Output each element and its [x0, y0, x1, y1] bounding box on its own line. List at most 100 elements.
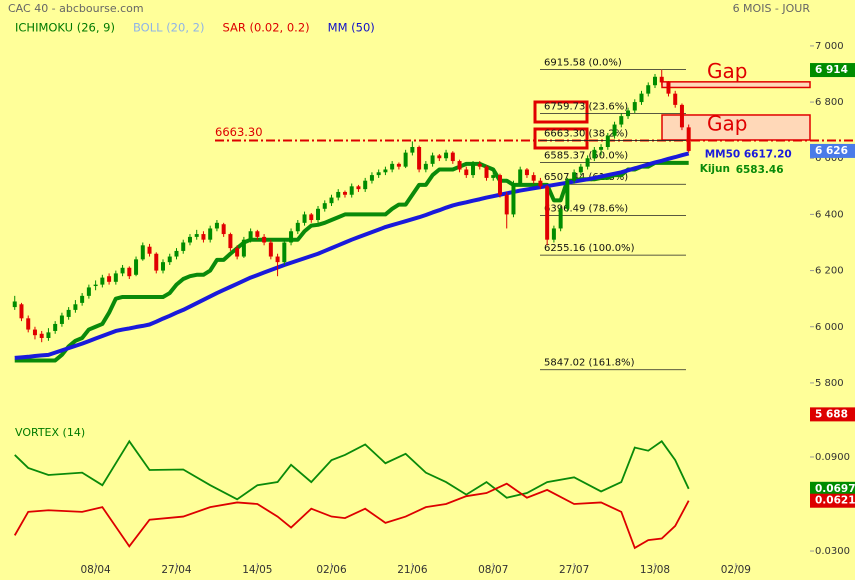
fib-label: 6663.30 (38.2%) [544, 128, 628, 139]
candle-body [342, 191, 347, 195]
candle-body [201, 234, 206, 240]
x-tick-label: 08/04 [80, 564, 111, 576]
candle-body [673, 93, 678, 105]
candle-body [46, 332, 51, 338]
fib-label: 6759.73 (23.6%) [544, 101, 628, 112]
candle-body [565, 180, 570, 209]
candle-body [585, 158, 590, 167]
price-tag-label: 6 626 [815, 145, 848, 157]
candle-body [666, 82, 671, 94]
panel-title: VORTEX (14) [15, 426, 85, 439]
candle-body [652, 76, 657, 86]
candle-body [403, 152, 408, 167]
candle-body [241, 239, 246, 257]
candle-body [322, 203, 327, 209]
y-tick-label: 7 000 [815, 41, 844, 52]
candle-body [551, 228, 556, 240]
price-tag [810, 407, 855, 422]
candle-body [147, 246, 152, 254]
y-tick-label: 6 000 [815, 322, 844, 333]
candle-body [113, 273, 118, 282]
candle-body [369, 175, 374, 181]
candle-body [504, 194, 509, 215]
candle-body [558, 208, 563, 229]
price-tag-label: 0.0621 [815, 495, 855, 507]
x-tick-label: 21/06 [397, 564, 428, 576]
legend-entry: BOLL (20, 2) [133, 21, 204, 35]
candle-body [471, 163, 476, 176]
candle-body [450, 152, 455, 162]
candle-body [572, 172, 577, 181]
candle-body [538, 180, 543, 187]
candle-body [477, 163, 482, 167]
candle-body [376, 172, 381, 176]
legend-entry: ICHIMOKU (26, 9) [15, 21, 115, 35]
fib-label: 6255.16 (100.0%) [544, 243, 635, 254]
price-tag [810, 481, 855, 496]
candle-body [646, 85, 651, 94]
x-tick-label: 14/05 [242, 564, 272, 576]
candle-body [53, 323, 58, 331]
series-name: Kijun [700, 163, 730, 175]
fib-label: 6915.58 (0.0%) [544, 58, 622, 69]
candle-body [161, 262, 166, 271]
candle-body [309, 214, 314, 221]
candle-body [632, 102, 637, 111]
vortex-line [13, 482, 690, 550]
candle-body [107, 276, 112, 282]
candle-body [289, 231, 294, 243]
candle-body [686, 127, 691, 151]
gap-zone [661, 114, 811, 141]
candle-body [194, 234, 199, 237]
candle-body [235, 248, 240, 257]
candle-body [26, 318, 31, 330]
candle-body [174, 250, 179, 257]
candle-body [208, 228, 213, 240]
y-tick-label: 0.0900 [815, 452, 850, 463]
x-tick-label: 27/07 [559, 564, 589, 576]
candle-body [491, 175, 496, 178]
candle-body [66, 309, 71, 317]
candle-body [100, 277, 105, 285]
x-tick-label: 13/08 [640, 564, 670, 576]
candle-body [437, 155, 442, 159]
candle-body [423, 163, 428, 170]
candle-body [545, 186, 550, 240]
candle-body [282, 242, 287, 263]
candle-body [659, 76, 664, 83]
candle-body [511, 183, 516, 215]
candle-body [120, 267, 125, 274]
candle-body [167, 256, 172, 263]
y-tick-label: 6 200 [815, 266, 844, 277]
candle-body [93, 284, 98, 287]
candle-body [484, 166, 489, 178]
candle-body [612, 124, 617, 136]
candle-body [349, 186, 354, 195]
gap-label: Gap [707, 59, 747, 83]
candle-body [248, 231, 253, 240]
candle-body [599, 147, 604, 150]
candle-body [356, 186, 361, 190]
candle-body [497, 175, 502, 195]
candle-body [396, 163, 401, 167]
candle-body [73, 304, 78, 310]
price-tag [810, 63, 855, 78]
y-tick-label: 0.0300 [815, 546, 850, 557]
candle-body [255, 231, 260, 237]
candle-body [390, 163, 395, 170]
candle-body [444, 152, 449, 159]
series-end-label: 6583.46 [736, 164, 784, 176]
fib-label: 5847.02 (161.8%) [544, 358, 635, 369]
candle-body [410, 147, 415, 153]
candle-body [679, 104, 684, 128]
candle-body [430, 155, 435, 164]
candle-body [59, 315, 64, 324]
candle-body [262, 236, 267, 243]
candle-body [316, 208, 321, 221]
candle-body [457, 161, 462, 170]
x-tick-label: 27/04 [161, 564, 192, 576]
fib-label: 6396.49 (78.6%) [544, 203, 628, 214]
candle-body [80, 295, 85, 303]
